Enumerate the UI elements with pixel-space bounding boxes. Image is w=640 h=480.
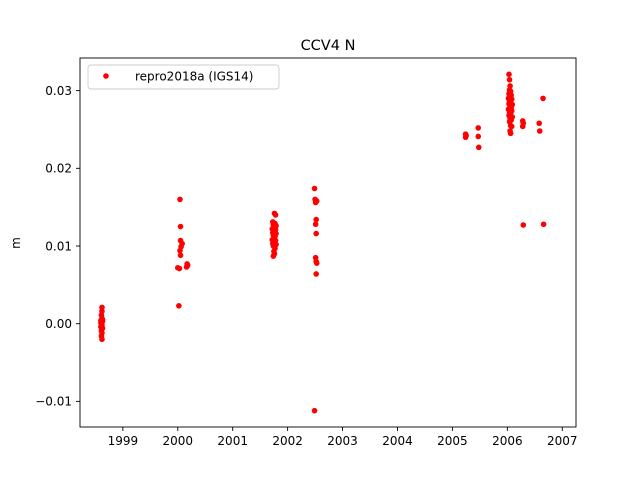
data-points (98, 71, 547, 414)
data-point (313, 271, 319, 277)
y-axis-ticks: −0.01 0.00 0.01 0.02 0.03 (35, 84, 80, 409)
data-point (176, 265, 183, 272)
x-tick-label: 2001 (217, 434, 248, 448)
data-point (312, 199, 319, 206)
legend-box (87, 64, 280, 90)
y-tick-label: −0.01 (35, 395, 72, 409)
data-point (475, 144, 482, 151)
y-axis-label: m (9, 237, 23, 249)
data-point (183, 264, 190, 270)
x-tick-label: 2004 (382, 434, 413, 448)
x-tick-label: 1999 (108, 434, 139, 448)
data-point (536, 128, 543, 134)
x-tick-label: 2002 (272, 434, 303, 448)
data-point (540, 221, 547, 228)
y-tick-label: 0.03 (45, 84, 72, 98)
chart-title: CCV4 N (301, 38, 356, 54)
x-tick-label: 2006 (492, 434, 523, 448)
legend-label: repro2018a (IGS14) (135, 70, 253, 84)
data-point (462, 134, 469, 141)
x-tick-label: 2005 (437, 434, 468, 448)
x-tick-label: 2003 (327, 434, 358, 448)
data-point (536, 120, 542, 127)
x-tick-label: 2007 (547, 434, 578, 448)
y-tick-label: 0.00 (45, 317, 72, 331)
plot-area-frame (79, 57, 577, 428)
data-point (177, 247, 183, 254)
data-point (506, 71, 512, 78)
data-point (98, 320, 104, 326)
data-point (508, 123, 515, 130)
data-point (540, 95, 546, 102)
data-point (99, 336, 105, 343)
data-point (475, 125, 482, 131)
y-tick-label: 0.01 (45, 239, 72, 253)
x-tick-label: 2000 (162, 434, 193, 448)
data-point (506, 76, 513, 83)
data-point (272, 212, 279, 218)
data-point (311, 185, 318, 192)
data-point (270, 253, 277, 259)
data-point (507, 130, 514, 137)
data-point (177, 223, 184, 230)
data-point (176, 303, 182, 309)
data-point (177, 252, 184, 259)
legend: repro2018a (IGS14) (87, 64, 280, 90)
data-point (313, 230, 319, 237)
data-point (313, 216, 319, 223)
legend-marker (103, 73, 109, 79)
data-point (475, 133, 482, 140)
data-point (519, 123, 526, 130)
data-point (520, 222, 527, 228)
y-tick-label: 0.02 (45, 162, 72, 176)
data-point (312, 221, 319, 228)
data-point (99, 304, 105, 311)
data-point (177, 196, 183, 203)
x-axis-ticks: 1999 2000 2001 2002 2003 2004 2005 2006 2007 (108, 427, 578, 448)
data-point (313, 260, 320, 266)
data-point (311, 407, 318, 414)
